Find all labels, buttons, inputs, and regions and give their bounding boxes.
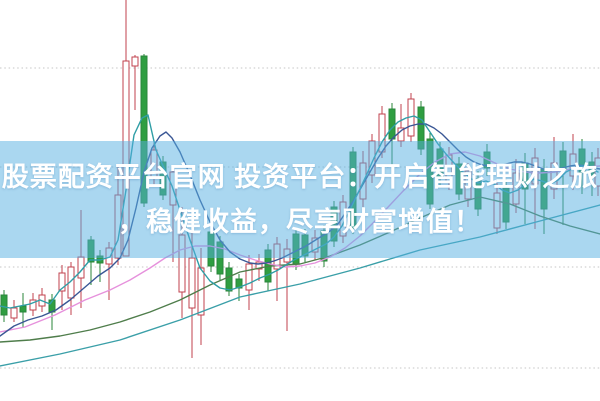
candle-down xyxy=(0,294,8,316)
candle-down xyxy=(225,267,233,292)
promo-overlay-band: 股票配资平台官网 投资平台：开启智能理财之旅 ，稳健收益，尽享财富增值！ xyxy=(0,141,600,258)
candle-up xyxy=(67,266,75,299)
promo-headline-line1: 股票配资平台官网 投资平台：开启智能理财之旅 xyxy=(1,161,599,192)
candle-up xyxy=(58,272,66,292)
candle-up xyxy=(197,267,205,316)
promo-headline-line2: ，稳健收益，尽享财富增值！ xyxy=(118,206,482,237)
candle-down xyxy=(388,108,396,140)
candle-up xyxy=(29,299,37,311)
candle-up xyxy=(245,263,253,291)
candle-up xyxy=(10,307,18,319)
candle-up xyxy=(131,56,139,67)
candle-up xyxy=(188,257,196,309)
candle-down xyxy=(19,305,27,313)
candle-up xyxy=(255,261,263,270)
